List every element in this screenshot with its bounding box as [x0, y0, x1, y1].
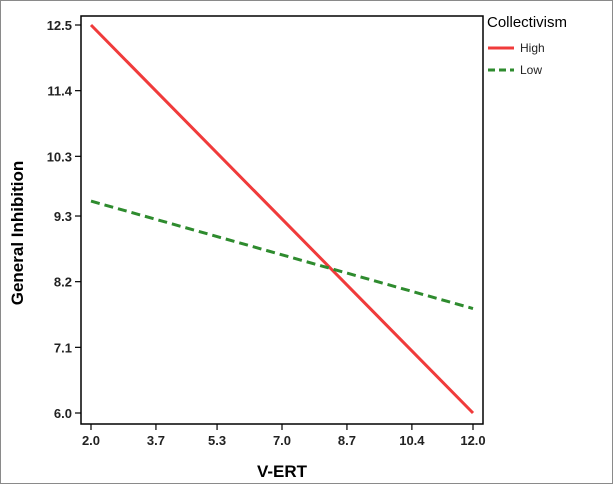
y-tick-label: 7.1 [54, 340, 72, 355]
x-tick-label: 8.7 [338, 433, 356, 448]
legend: Collectivism High Low [487, 14, 567, 77]
y-tick-label: 12.5 [47, 18, 72, 33]
y-tick-label: 6.0 [54, 406, 72, 421]
x-axis: 2.0 3.7 5.3 7.0 8.7 10.4 12.0 [82, 424, 486, 448]
y-tick-label: 11.4 [47, 84, 72, 99]
legend-label-high: High [520, 41, 545, 55]
legend-label-low: Low [520, 63, 542, 77]
series-line-high [89, 23, 475, 415]
x-tick-label: 12.0 [460, 433, 485, 448]
y-axis-title: General Inhibition [8, 161, 27, 306]
legend-title: Collectivism [487, 14, 567, 31]
y-tick-label: 9.3 [54, 209, 72, 224]
x-tick-label: 10.4 [399, 433, 425, 448]
x-tick-label: 3.7 [147, 433, 165, 448]
y-axis: 12.5 11.4 10.3 9.3 8.2 7.1 6.0 [47, 18, 81, 421]
y-tick-label: 8.2 [54, 275, 72, 290]
x-axis-title: V-ERT [257, 462, 308, 481]
x-tick-label: 5.3 [208, 433, 226, 448]
series-lines [89, 23, 475, 415]
x-tick-label: 2.0 [82, 433, 100, 448]
y-tick-label: 10.3 [47, 149, 72, 164]
series-line-low [90, 199, 474, 310]
x-tick-label: 7.0 [273, 433, 291, 448]
